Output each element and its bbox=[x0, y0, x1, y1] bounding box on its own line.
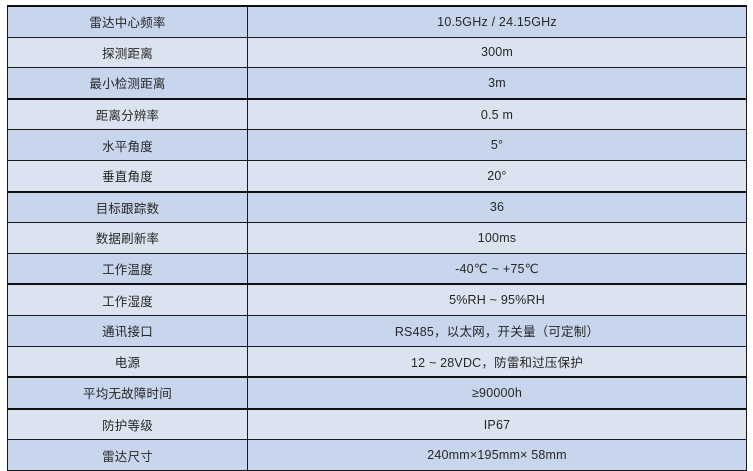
spec-label-cell: 最小检测距离 bbox=[7, 67, 248, 100]
table-row: 最小检测距离 3m bbox=[7, 67, 747, 100]
spec-label-cell: 数据刷新率 bbox=[7, 222, 248, 254]
spec-label-cell: 通讯接口 bbox=[7, 314, 248, 347]
spec-label-cell: 平均无故障时间 bbox=[7, 376, 248, 410]
table-row: 工作温度 -40℃ ~ +75℃ bbox=[7, 252, 747, 286]
spec-value-cell: 5° bbox=[247, 129, 747, 161]
table-row: 通讯接口 RS485，以太网，开关量（可定制） bbox=[7, 314, 747, 347]
spec-label-cell: 探测距离 bbox=[7, 36, 248, 69]
table-row: 雷达中心频率 10.5GHz / 24.15GHz bbox=[7, 4, 747, 38]
radar-specification-table: 雷达中心频率 10.5GHz / 24.15GHz 探测距离 300m 最小检测距离 3m… bbox=[7, 4, 747, 471]
table-row: 雷达尺寸 240mm×195mm× 58mm bbox=[7, 439, 747, 471]
spec-value-cell: 10.5GHz / 24.15GHz bbox=[247, 4, 747, 38]
table-row: 距离分辨率 0.5 m bbox=[7, 98, 747, 131]
spec-label-cell: 防护等级 bbox=[7, 408, 248, 441]
spec-value-cell: 0.5 m bbox=[247, 98, 747, 131]
table-row: 探测距离 300m bbox=[7, 36, 747, 69]
spec-value-cell: 20° bbox=[247, 159, 747, 193]
spec-label-cell: 垂直角度 bbox=[7, 159, 248, 193]
spec-label-cell: 工作湿度 bbox=[7, 283, 248, 316]
spec-value-cell: 12 ~ 28VDC，防雷和过压保护 bbox=[247, 345, 747, 379]
table-row: 垂直角度 20° bbox=[7, 159, 747, 193]
spec-value-cell: 5%RH ~ 95%RH bbox=[247, 283, 747, 316]
spec-label-cell: 工作温度 bbox=[7, 252, 248, 286]
spec-label-cell: 雷达中心频率 bbox=[7, 4, 248, 38]
spec-label-cell: 电源 bbox=[7, 345, 248, 379]
table-row: 数据刷新率 100ms bbox=[7, 222, 747, 254]
spec-label-cell: 距离分辨率 bbox=[7, 98, 248, 131]
table-row: 防护等级 IP67 bbox=[7, 408, 747, 441]
spec-label-cell: 雷达尺寸 bbox=[7, 439, 248, 471]
table-row: 目标跟踪数 36 bbox=[7, 191, 747, 224]
spec-value-cell: 240mm×195mm× 58mm bbox=[247, 439, 747, 471]
spec-label-cell: 水平角度 bbox=[7, 129, 248, 161]
spec-value-cell: -40℃ ~ +75℃ bbox=[247, 252, 747, 286]
spec-value-cell: IP67 bbox=[247, 408, 747, 441]
spec-table-body: 雷达中心频率 10.5GHz / 24.15GHz 探测距离 300m 最小检测距离 3m… bbox=[7, 4, 747, 471]
spec-value-cell: 300m bbox=[247, 36, 747, 69]
spec-label-cell: 目标跟踪数 bbox=[7, 191, 248, 224]
table-row: 电源 12 ~ 28VDC，防雷和过压保护 bbox=[7, 345, 747, 379]
spec-value-cell: 100ms bbox=[247, 222, 747, 254]
spec-table-container: 雷达中心频率 10.5GHz / 24.15GHz 探测距离 300m 最小检测距离 3m… bbox=[7, 4, 747, 471]
spec-value-cell: 36 bbox=[247, 191, 747, 224]
spec-value-cell: ≥90000h bbox=[247, 376, 747, 410]
table-row: 平均无故障时间 ≥90000h bbox=[7, 376, 747, 410]
table-row: 工作湿度 5%RH ~ 95%RH bbox=[7, 283, 747, 316]
spec-value-cell: 3m bbox=[247, 67, 747, 100]
spec-value-cell: RS485，以太网，开关量（可定制） bbox=[247, 314, 747, 347]
table-row: 水平角度 5° bbox=[7, 129, 747, 161]
